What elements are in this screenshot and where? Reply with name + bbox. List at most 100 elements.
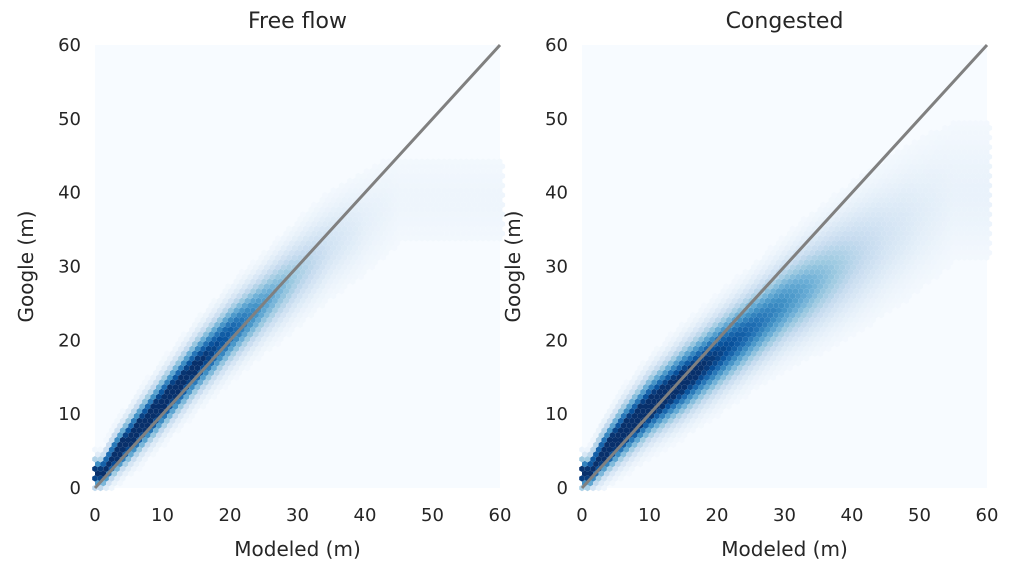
density-hex <box>164 436 170 444</box>
density-hex <box>422 220 428 228</box>
density-hex <box>837 336 843 343</box>
density-hex <box>911 206 918 213</box>
density-hex <box>147 446 154 453</box>
density-hex <box>950 158 957 165</box>
density-hex <box>870 230 876 237</box>
density-hex <box>192 360 198 367</box>
density-hex <box>922 244 929 252</box>
density-hex <box>319 196 325 204</box>
density-hex <box>289 288 295 295</box>
density-hex <box>861 225 868 232</box>
density-hex <box>272 268 278 276</box>
density-hex <box>853 240 860 247</box>
density-hex <box>214 360 220 367</box>
density-hex <box>975 163 982 170</box>
density-hex <box>956 168 962 175</box>
density-hex <box>956 225 962 232</box>
density-hex <box>117 412 123 420</box>
density-hex <box>806 283 812 290</box>
density-hex <box>684 350 691 357</box>
density-hex <box>906 196 912 204</box>
density-hex <box>333 268 339 276</box>
density-hex <box>327 211 334 218</box>
density-hex <box>848 278 854 285</box>
density-hex <box>911 148 918 156</box>
density-hex <box>884 196 890 204</box>
density-hex <box>762 264 768 271</box>
density-hex <box>424 158 431 165</box>
density-hex <box>745 369 751 376</box>
density-hex <box>956 196 962 204</box>
density-hex <box>374 187 381 194</box>
density-hex <box>244 336 251 343</box>
density-hex <box>925 278 932 285</box>
density-hex <box>828 225 835 232</box>
density-hex <box>471 201 478 208</box>
density-hex <box>391 225 398 232</box>
density-hex <box>789 264 796 271</box>
density-hex <box>233 297 240 304</box>
density-hex <box>981 144 987 151</box>
density-hex <box>864 259 871 266</box>
density-hex <box>225 350 231 357</box>
density-hex <box>825 259 832 266</box>
density-hex <box>795 321 801 328</box>
density-hex <box>859 201 865 208</box>
density-hex <box>947 172 954 180</box>
density-hex <box>861 321 868 328</box>
density-hex <box>269 283 276 290</box>
density-hex <box>864 220 871 228</box>
density-hex <box>936 163 943 170</box>
density-hex <box>709 355 715 362</box>
density-hex <box>906 254 912 261</box>
density-hex <box>970 230 976 237</box>
density-hex <box>925 220 932 228</box>
density-hex <box>886 201 893 208</box>
density-hex <box>850 244 857 252</box>
density-hex <box>444 211 450 218</box>
density-hex <box>706 398 713 405</box>
density-hex <box>914 278 921 285</box>
density-hex <box>820 288 826 295</box>
density-hex <box>352 244 359 252</box>
density-hex <box>322 278 328 285</box>
density-hex <box>408 187 414 194</box>
density-hex <box>834 283 840 290</box>
density-hex <box>878 187 885 194</box>
density-hex <box>792 268 799 276</box>
density-hex <box>950 129 957 136</box>
density-hex <box>133 393 140 400</box>
density-hex <box>662 427 668 434</box>
density-hex <box>430 235 436 242</box>
density-hex <box>670 403 677 410</box>
density-hex <box>961 139 968 146</box>
density-hex <box>131 398 137 405</box>
density-hex <box>95 460 101 468</box>
density-hex <box>726 297 732 304</box>
density-hex <box>211 384 217 391</box>
density-hex <box>241 340 248 348</box>
density-hex <box>363 235 370 242</box>
density-hex <box>967 187 973 194</box>
density-hex <box>961 158 968 165</box>
density-hex <box>308 312 314 319</box>
density-hex <box>753 384 760 391</box>
density-hex <box>981 220 987 228</box>
density-hex <box>681 364 688 372</box>
density-hex <box>667 360 674 367</box>
density-hex <box>850 225 857 232</box>
density-hex <box>892 268 898 276</box>
density-hex <box>128 451 134 458</box>
density-hex <box>222 307 228 314</box>
density-hex <box>300 297 306 304</box>
density-hex <box>814 326 821 333</box>
density-hex <box>283 326 289 333</box>
density-hex <box>859 307 865 314</box>
density-hex <box>698 412 704 420</box>
density-hex <box>358 235 364 242</box>
density-hex <box>325 206 331 213</box>
density-hex <box>881 268 887 276</box>
density-hex <box>728 302 735 309</box>
density-hex <box>651 369 657 376</box>
density-hex <box>870 259 876 266</box>
